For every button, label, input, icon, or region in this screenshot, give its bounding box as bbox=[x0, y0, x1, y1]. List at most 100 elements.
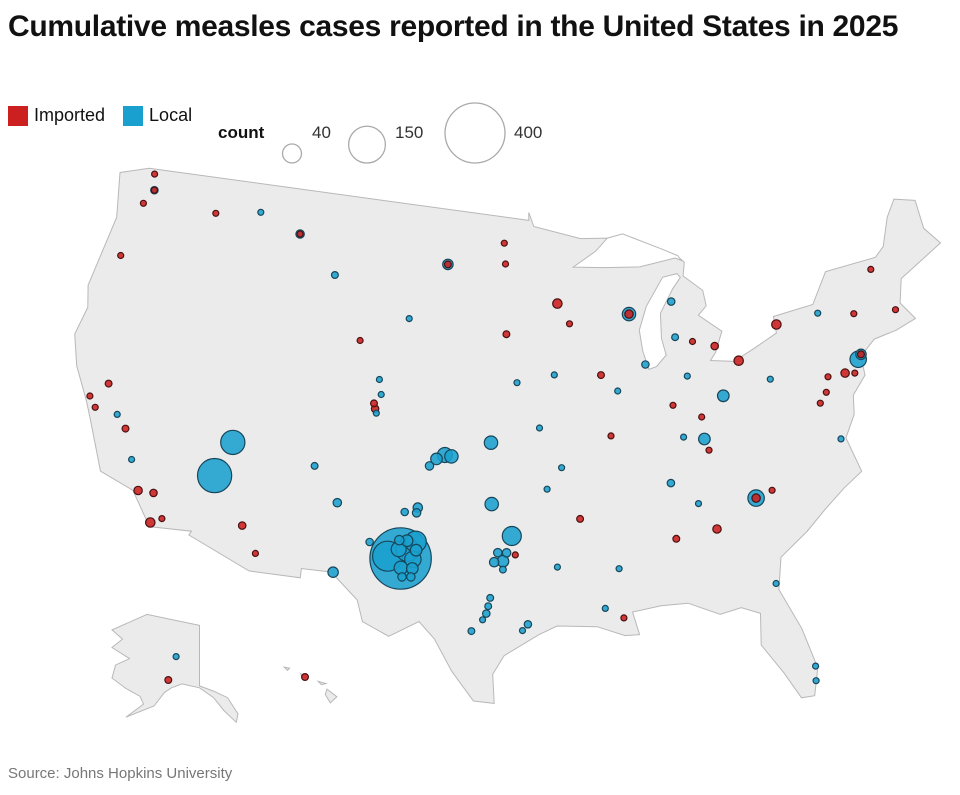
bubble-local bbox=[409, 543, 423, 557]
bubble-imported bbox=[672, 534, 681, 543]
bubble-local bbox=[400, 507, 410, 517]
local-swatch bbox=[123, 105, 144, 126]
bubble-imported bbox=[768, 486, 776, 494]
bubble-imported bbox=[500, 239, 508, 247]
bubble-imported bbox=[669, 401, 677, 409]
bubble-local bbox=[535, 424, 544, 432]
hawaii-island bbox=[324, 688, 338, 704]
bubble-local bbox=[641, 360, 650, 369]
bubble-imported bbox=[624, 309, 634, 319]
bubble-local bbox=[698, 432, 711, 446]
bubble-local bbox=[397, 572, 407, 582]
bubble-local bbox=[498, 565, 507, 574]
bubble-imported bbox=[565, 320, 574, 328]
bubble-imported bbox=[443, 260, 452, 269]
size-legend-circle-40 bbox=[281, 143, 303, 164]
bubble-local bbox=[814, 309, 822, 317]
bubble-imported bbox=[511, 551, 519, 559]
bubble-imported bbox=[856, 350, 865, 359]
bubble-local bbox=[332, 497, 343, 508]
bubble-imported bbox=[867, 265, 875, 273]
bubble-local bbox=[683, 372, 691, 380]
bubble-imported bbox=[851, 369, 859, 377]
bubble-local bbox=[330, 271, 339, 280]
size-label-40: 40 bbox=[312, 123, 331, 142]
hawaii-island bbox=[316, 680, 328, 686]
bubble-local bbox=[501, 547, 512, 558]
bubble-local bbox=[377, 390, 385, 399]
bubble-imported bbox=[150, 186, 158, 194]
bubble-imported bbox=[151, 170, 159, 178]
bubble-local bbox=[614, 387, 622, 395]
bubble-local bbox=[372, 409, 380, 417]
bubble-local bbox=[557, 464, 566, 472]
bubble-local bbox=[550, 371, 558, 379]
bubble-local bbox=[488, 556, 500, 568]
bubble-imported bbox=[751, 493, 761, 503]
bubble-imported bbox=[698, 413, 706, 421]
bubble-imported bbox=[139, 199, 147, 207]
bubble-imported bbox=[301, 672, 310, 681]
legend-item-imported: Imported bbox=[8, 105, 105, 126]
bubble-local bbox=[484, 602, 493, 611]
bubble-imported bbox=[149, 488, 158, 498]
bubble-local bbox=[405, 315, 413, 323]
bubble-imported bbox=[816, 399, 824, 407]
bubble-imported bbox=[158, 514, 166, 523]
bubble-local bbox=[430, 452, 443, 466]
bubble-local bbox=[553, 563, 562, 571]
bubble-local bbox=[481, 609, 491, 618]
bubble-local bbox=[766, 375, 774, 383]
bubble-local bbox=[679, 433, 688, 441]
size-legend-title: count bbox=[218, 123, 265, 142]
bubble-imported bbox=[117, 251, 125, 260]
bubble-local bbox=[666, 478, 676, 488]
bubble-imported bbox=[824, 373, 832, 381]
bubble-local bbox=[812, 677, 820, 685]
bubble-imported bbox=[164, 675, 173, 684]
lake-superior bbox=[571, 233, 683, 269]
chart-title: Cumulative measles cases reported in the… bbox=[8, 10, 899, 43]
bubble-imported bbox=[91, 403, 99, 411]
bubble-local bbox=[543, 485, 551, 493]
bubble-local bbox=[257, 208, 265, 216]
bubble-local bbox=[615, 565, 623, 573]
bubble-imported bbox=[121, 424, 130, 433]
bubble-imported bbox=[705, 446, 713, 454]
bubble-imported bbox=[620, 614, 628, 622]
bubble-local bbox=[411, 507, 422, 518]
bubble-local bbox=[501, 525, 522, 547]
legend-item-local: Local bbox=[123, 105, 192, 126]
bubble-local bbox=[601, 604, 609, 613]
bubble-local bbox=[486, 593, 495, 602]
bubble-layer bbox=[86, 170, 900, 685]
lake-michigan bbox=[638, 273, 681, 371]
bubble-imported bbox=[712, 524, 722, 534]
bubble-local bbox=[483, 435, 499, 450]
bubble-imported bbox=[688, 337, 697, 346]
bubble-local bbox=[467, 627, 476, 636]
bubble-local bbox=[479, 616, 487, 624]
contiguous-us bbox=[74, 167, 942, 704]
size-label-150: 150 bbox=[395, 123, 424, 142]
bubble-local bbox=[837, 435, 845, 443]
bubble-imported bbox=[552, 298, 563, 309]
bubble-local bbox=[811, 662, 820, 670]
bubble-imported bbox=[296, 230, 304, 238]
bubble-local bbox=[113, 410, 121, 418]
size-legend-circles bbox=[281, 102, 506, 164]
imported-swatch bbox=[8, 105, 28, 126]
bubble-local bbox=[523, 619, 533, 629]
bubble-imported bbox=[822, 388, 830, 396]
bubble-imported bbox=[840, 368, 850, 378]
bubble-local bbox=[671, 333, 680, 342]
bubble-local bbox=[375, 375, 383, 384]
bubble-imported bbox=[710, 341, 720, 351]
bubble-local bbox=[492, 547, 503, 558]
legend-label-imported: Imported bbox=[34, 105, 106, 125]
bubble-local bbox=[128, 455, 136, 464]
bubble-local bbox=[365, 537, 374, 547]
bubble-local bbox=[406, 572, 416, 582]
bubble-imported bbox=[212, 209, 220, 217]
